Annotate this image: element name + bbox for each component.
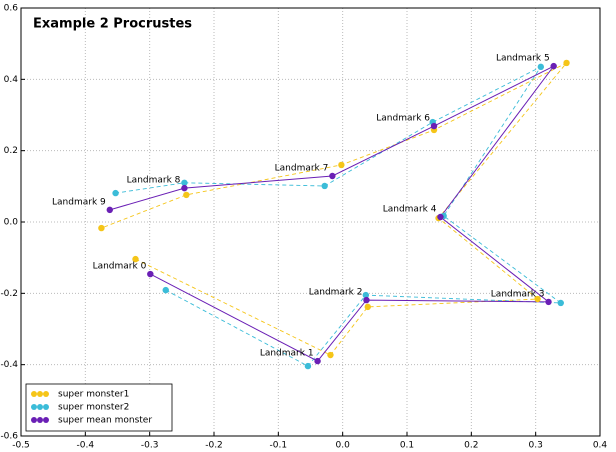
x-tick-label: 0.3 <box>529 441 543 451</box>
point-label: Landmark 9 <box>52 197 106 207</box>
y-tick-label: -0.4 <box>0 360 18 370</box>
x-tick-label: -0.1 <box>270 441 288 451</box>
point <box>112 189 119 197</box>
legend-marker <box>31 417 37 423</box>
x-tick-label: 0.2 <box>464 441 478 451</box>
chart-title: Example 2 Procrustes <box>33 17 192 32</box>
point-label: Landmark 4 <box>383 205 437 215</box>
x-tick-label: -0.5 <box>12 441 30 451</box>
series-line <box>115 65 563 367</box>
legend: super monster1 super monster2 super mean m… <box>25 383 173 432</box>
y-tick-label: 0.4 <box>4 75 19 85</box>
point-label: Landmark 3 <box>491 289 545 299</box>
point <box>327 351 334 359</box>
point <box>550 62 557 70</box>
legend-marker <box>43 391 49 397</box>
legend-label: super monster2 <box>58 403 129 413</box>
point <box>364 303 371 311</box>
legend-marker <box>37 391 43 397</box>
point <box>362 291 370 299</box>
legend-marker <box>31 404 37 410</box>
x-tick-label: -0.2 <box>205 441 223 451</box>
legend-marker <box>37 417 43 423</box>
marks <box>98 59 570 370</box>
x-tick-label: 0.1 <box>400 441 414 451</box>
point-label: Landmark 6 <box>376 114 430 124</box>
legend-marker <box>37 404 43 410</box>
point-label: Landmark 1 <box>260 349 314 359</box>
point <box>557 299 564 307</box>
point <box>338 161 345 169</box>
point-label: Landmark 7 <box>275 163 329 173</box>
point <box>162 286 169 294</box>
point <box>181 184 188 192</box>
y-tick-label: 0.6 <box>4 4 19 14</box>
point <box>363 296 370 304</box>
point <box>181 179 188 186</box>
legend-label: super mean monster <box>58 416 152 426</box>
point <box>106 206 113 214</box>
x-tick-label: -0.3 <box>141 441 159 451</box>
point <box>537 63 545 71</box>
point <box>430 122 438 130</box>
y-tick-label: 0.2 <box>4 146 18 156</box>
point <box>98 224 105 232</box>
point-label: Landmark 0 <box>93 262 147 272</box>
point <box>314 357 321 365</box>
legend-label: super monster1 <box>58 390 129 400</box>
point-label: Landmark 5 <box>496 54 550 64</box>
legend-marker <box>31 391 37 397</box>
point <box>563 59 570 67</box>
point <box>183 191 190 199</box>
y-tick-label: 0.0 <box>4 218 19 228</box>
point-label: Landmark 2 <box>309 288 363 298</box>
point <box>147 270 154 278</box>
point <box>304 362 312 370</box>
point <box>534 295 541 303</box>
plot-frame <box>20 7 601 437</box>
y-tick-label: -0.2 <box>0 289 18 299</box>
point-label: Landmark 8 <box>127 176 181 186</box>
series-line <box>109 65 555 362</box>
x-tick-label: -0.4 <box>77 441 95 451</box>
point <box>545 298 552 306</box>
point <box>321 182 328 190</box>
point <box>437 213 444 221</box>
legend-box <box>25 383 173 432</box>
x-tick-label: 0.4 <box>593 441 608 451</box>
x-tick-label: 0.0 <box>336 441 351 451</box>
point <box>132 255 139 263</box>
point <box>329 172 336 180</box>
series-line <box>101 62 567 356</box>
y-tick-label: -0.6 <box>0 432 18 442</box>
legend-marker <box>43 404 49 410</box>
legend-marker <box>43 417 49 423</box>
